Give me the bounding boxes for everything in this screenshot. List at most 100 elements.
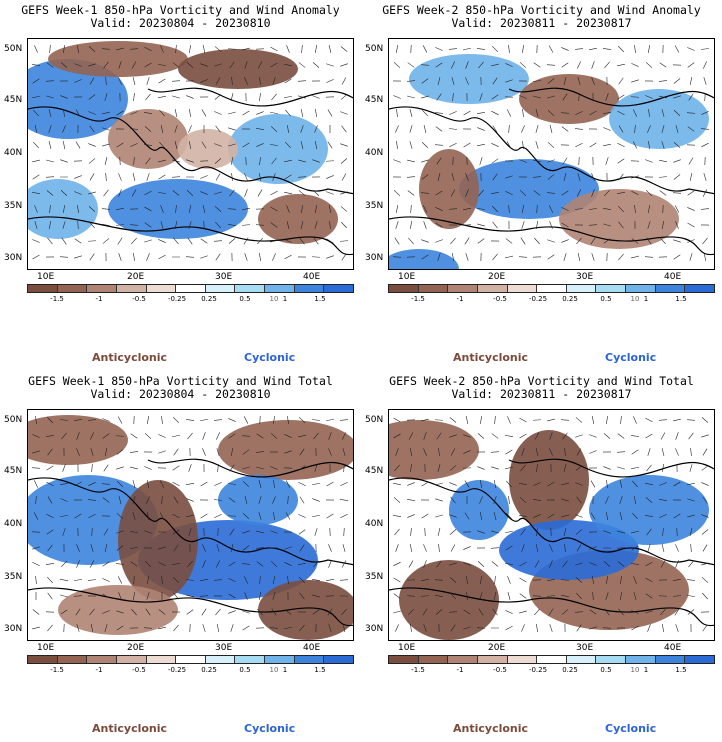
colorbar-swatch <box>596 656 627 663</box>
colorbar-swatch <box>294 656 325 663</box>
colorbar-swatch <box>566 656 597 663</box>
colorbar-scale-label: 10 <box>269 666 279 674</box>
panel-title: GEFS Week-1 850-hPa Vorticity and Wind A… <box>21 3 340 17</box>
lat-label: 45N <box>365 466 384 476</box>
cyclonic-label: Cyclonic <box>244 722 296 735</box>
lat-label: 45N <box>4 466 23 476</box>
colorbar-tick-label: 1.5 <box>314 666 326 674</box>
lon-label: 10E <box>398 643 416 653</box>
colorbar-swatch <box>596 285 627 292</box>
lon-label: 30E <box>215 272 233 282</box>
panel-week2-total: GEFS Week-2 850-hPa Vorticity and Wind T… <box>361 371 722 742</box>
colorbar-swatch <box>265 285 295 292</box>
colorbar-swatch <box>418 656 449 663</box>
colorbar-tick-label: -1 <box>95 295 103 303</box>
colorbar-swatch <box>176 656 206 663</box>
panel-title: GEFS Week-2 850-hPa Vorticity and Wind A… <box>382 3 701 17</box>
colorbar <box>388 284 715 293</box>
colorbar-scale-label: 10 <box>269 295 279 303</box>
colorbar-tick-label: 0.25 <box>562 666 578 674</box>
colorbar-swatch <box>265 656 295 663</box>
lat-label: 40N <box>4 519 23 529</box>
colorbar-swatch <box>507 656 538 663</box>
colorbar-swatch <box>507 285 538 292</box>
colorbar-tick-label: -0.5 <box>132 666 146 674</box>
colorbar-swatch <box>176 285 206 292</box>
colorbar-tick-label: 1 <box>643 295 649 303</box>
colorbar-tick-label: -1 <box>456 295 464 303</box>
colorbar-tick-label: -1.5 <box>50 295 64 303</box>
colorbar-swatch <box>389 656 419 663</box>
colorbar-swatch <box>294 285 325 292</box>
lon-label: 30E <box>215 643 233 653</box>
colorbar-swatch <box>28 285 58 292</box>
lat-label: 35N <box>4 572 23 582</box>
lon-label: 10E <box>398 272 416 282</box>
colorbar-tick-label: 0.5 <box>600 295 612 303</box>
colorbar-swatch <box>626 285 656 292</box>
map-graphic <box>28 410 353 640</box>
map-graphic <box>389 39 714 269</box>
colorbar-tick-label: -1 <box>456 666 464 674</box>
colorbar-tick-label: 0.5 <box>600 666 612 674</box>
lon-label: 20E <box>488 643 506 653</box>
colorbar <box>27 284 354 293</box>
colorbar-scale-label: 10 <box>630 666 640 674</box>
lon-label: 40E <box>664 643 682 653</box>
colorbar-swatch <box>566 285 597 292</box>
colorbar-tick-label: 1 <box>282 666 288 674</box>
panel-valid-dates: Valid: 20230804 - 20230810 <box>90 16 271 30</box>
colorbar-swatch <box>418 285 449 292</box>
lat-label: 50N <box>4 44 23 54</box>
colorbar-tick-label: 0.5 <box>239 666 251 674</box>
colorbar-swatch <box>655 285 686 292</box>
colorbar-swatch <box>205 285 236 292</box>
colorbar-swatch <box>87 656 117 663</box>
cyclonic-label: Cyclonic <box>605 722 657 735</box>
lon-label: 40E <box>664 272 682 282</box>
anticyclonic-label: Anticyclonic <box>453 351 529 364</box>
panel-valid-dates: Valid: 20230804 - 20230810 <box>90 387 271 401</box>
colorbar-tick-label: 0.25 <box>201 666 217 674</box>
lon-label: 20E <box>127 272 145 282</box>
colorbar-swatch <box>655 656 686 663</box>
panel-week2-anomaly: GEFS Week-2 850-hPa Vorticity and Wind A… <box>361 0 722 371</box>
lat-label: 30N <box>365 624 384 634</box>
colorbar-tick-label: -0.5 <box>493 295 507 303</box>
colorbar-tick-label: -0.25 <box>167 295 187 303</box>
lon-label: 20E <box>127 643 145 653</box>
colorbar-swatch <box>324 285 354 292</box>
panel-valid-dates: Valid: 20230811 - 20230817 <box>451 16 632 30</box>
lat-label: 50N <box>4 415 23 425</box>
lat-label: 40N <box>4 148 23 158</box>
vorticity-map <box>27 409 354 641</box>
colorbar-tick-label: -1.5 <box>50 666 64 674</box>
map-graphic <box>389 410 714 640</box>
map-graphic <box>28 39 353 269</box>
colorbar-swatch <box>537 656 567 663</box>
colorbar-swatch <box>87 285 117 292</box>
colorbar-tick-label: -0.5 <box>493 666 507 674</box>
lat-label: 30N <box>4 253 23 263</box>
colorbar-tick-label: 1 <box>282 295 288 303</box>
colorbar-swatch <box>57 285 88 292</box>
colorbar-tick-label: -0.5 <box>132 295 146 303</box>
colorbar-swatch <box>477 285 508 292</box>
lat-label: 50N <box>365 44 384 54</box>
lon-label: 10E <box>37 272 55 282</box>
colorbar-swatch <box>477 656 508 663</box>
lat-label: 50N <box>365 415 384 425</box>
panel-valid-dates: Valid: 20230811 - 20230817 <box>451 387 632 401</box>
colorbar <box>27 655 354 664</box>
colorbar-tick-label: -0.25 <box>528 666 548 674</box>
colorbar-swatch <box>448 285 478 292</box>
vorticity-map <box>388 409 715 641</box>
colorbar-tick-label: -0.25 <box>167 666 187 674</box>
colorbar-swatch <box>116 656 147 663</box>
lon-label: 30E <box>576 272 594 282</box>
lon-label: 30E <box>576 643 594 653</box>
lat-label: 30N <box>4 624 23 634</box>
colorbar-tick-label: 0.5 <box>239 295 251 303</box>
cyclonic-label: Cyclonic <box>605 351 657 364</box>
vorticity-map <box>388 38 715 270</box>
